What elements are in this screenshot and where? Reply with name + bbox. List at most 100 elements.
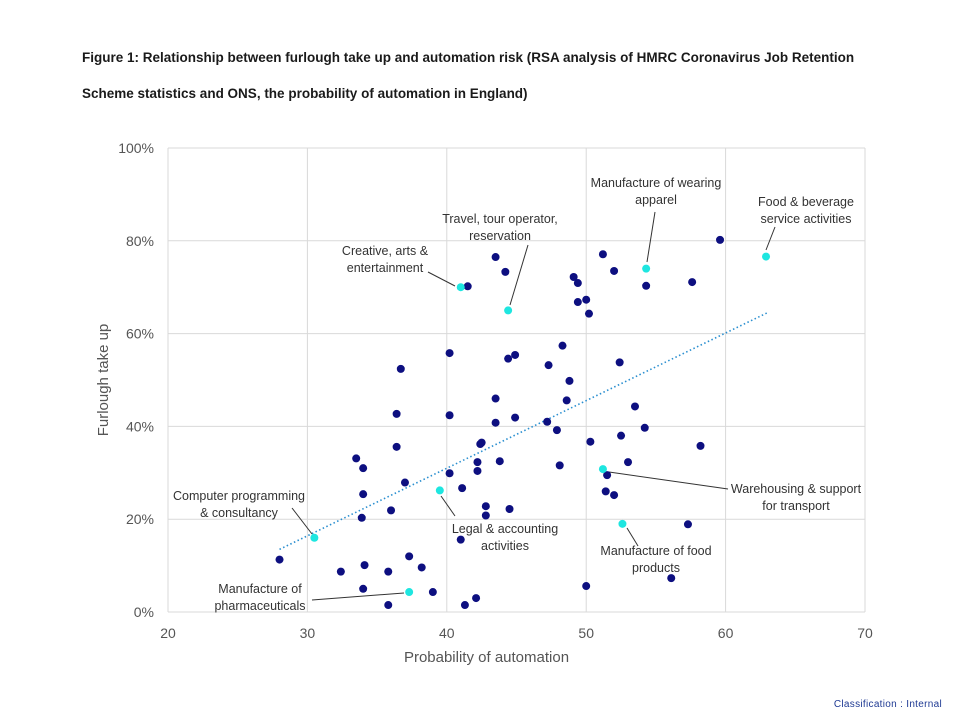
data-point (481, 502, 490, 511)
data-point (610, 491, 619, 500)
annotation-leader-line (765, 226, 776, 251)
data-point (601, 487, 610, 496)
annotation-label: Legal & accounting activities (452, 522, 558, 553)
data-point (473, 458, 482, 467)
data-point (688, 278, 697, 287)
data-point (445, 349, 454, 358)
data-point (511, 413, 520, 422)
y-tick-label: 100% (118, 140, 154, 156)
data-point (392, 442, 401, 451)
data-point (458, 484, 467, 493)
data-point (667, 574, 676, 583)
data-point (360, 561, 369, 570)
data-point (428, 588, 437, 597)
y-tick-label: 60% (126, 326, 154, 342)
y-tick-label: 40% (126, 418, 154, 434)
annotation-label: Computer programming & consultancy (173, 489, 305, 520)
highlighted-point (456, 283, 465, 292)
data-point (387, 506, 396, 515)
data-point (417, 563, 426, 572)
annotation-leader-line (440, 495, 456, 517)
data-point (359, 464, 368, 473)
figure-title: Figure 1: Relationship between furlough … (82, 40, 912, 112)
y-axis-label: Furlough take up (95, 324, 112, 437)
data-point (504, 354, 513, 363)
figure-title-line-1: Figure 1: Relationship between furlough … (82, 50, 855, 65)
data-point (477, 438, 486, 447)
annotation-label: Food & beverage service activities (758, 195, 854, 226)
annotation-leader-line (509, 244, 529, 306)
data-point (357, 513, 366, 522)
data-point (584, 309, 593, 318)
annotation-leader-line (427, 271, 456, 287)
data-point (640, 423, 649, 432)
data-point (630, 402, 639, 411)
classification-label: Classification : Internal (833, 699, 942, 710)
data-points (275, 235, 725, 610)
data-point (552, 426, 561, 435)
annotation-label: Creative, arts & entertainment (342, 244, 429, 275)
data-point (582, 295, 591, 304)
data-point (716, 235, 725, 244)
data-point (603, 471, 612, 480)
data-point (400, 478, 409, 487)
data-point (491, 394, 500, 403)
highlighted-point (762, 252, 771, 261)
highlighted-point (435, 486, 444, 495)
y-tick-label: 20% (126, 511, 154, 527)
data-point (543, 417, 552, 426)
annotation-leader-line (291, 507, 313, 535)
data-point (359, 584, 368, 593)
annotation-leader-line (608, 471, 729, 490)
data-point (352, 454, 361, 463)
trend-line (279, 312, 768, 551)
data-point (569, 272, 578, 281)
data-point (511, 350, 520, 359)
data-point (392, 409, 401, 418)
data-point (642, 281, 651, 290)
data-point (384, 567, 393, 576)
data-point (544, 361, 553, 370)
annotation-leader-line (311, 592, 405, 601)
data-point (460, 601, 469, 610)
x-tick-label: 50 (578, 625, 594, 641)
figure-title-line-2: Scheme statistics and ONS, the probabili… (82, 86, 528, 101)
axis-ticks: 20 30 40 50 60 70 0% 20% 40% 60% 80% 100% (118, 140, 873, 641)
annotation-leader-line (646, 211, 656, 263)
data-point (445, 411, 454, 420)
y-tick-label: 0% (134, 604, 154, 620)
x-tick-label: 30 (300, 625, 316, 641)
data-point (396, 364, 405, 373)
data-point (683, 520, 692, 529)
data-point (573, 298, 582, 307)
annotation-label: Manufacture of pharmaceuticals (214, 582, 305, 613)
highlighted-point (405, 588, 414, 597)
x-axis-label: Probability of automation (404, 649, 569, 666)
data-point (472, 594, 481, 603)
data-point (405, 552, 414, 561)
annotation-leaders (291, 211, 776, 601)
annotation-label: Manufacture of wearing apparel (591, 176, 722, 207)
highlighted-point (618, 519, 627, 528)
data-point (491, 418, 500, 427)
data-point (275, 555, 284, 564)
highlighted-point (642, 264, 651, 273)
data-point (473, 466, 482, 475)
data-point (555, 461, 564, 470)
annotation-leader-line (626, 527, 639, 547)
x-tick-label: 60 (718, 625, 734, 641)
data-point (573, 279, 582, 288)
data-point (582, 582, 591, 591)
data-point (463, 282, 472, 291)
data-point (359, 490, 368, 499)
x-tick-label: 70 (857, 625, 873, 641)
highlighted-point (310, 533, 319, 542)
data-point (505, 504, 514, 513)
annotations: Creative, arts & entertainment Travel, tou… (173, 176, 862, 613)
data-point (617, 431, 626, 440)
annotation-label: Warehousing & support for transport (731, 482, 862, 513)
data-point (558, 341, 567, 350)
chart-grid (167, 147, 866, 613)
data-point (615, 358, 624, 367)
highlighted-point (598, 465, 607, 474)
